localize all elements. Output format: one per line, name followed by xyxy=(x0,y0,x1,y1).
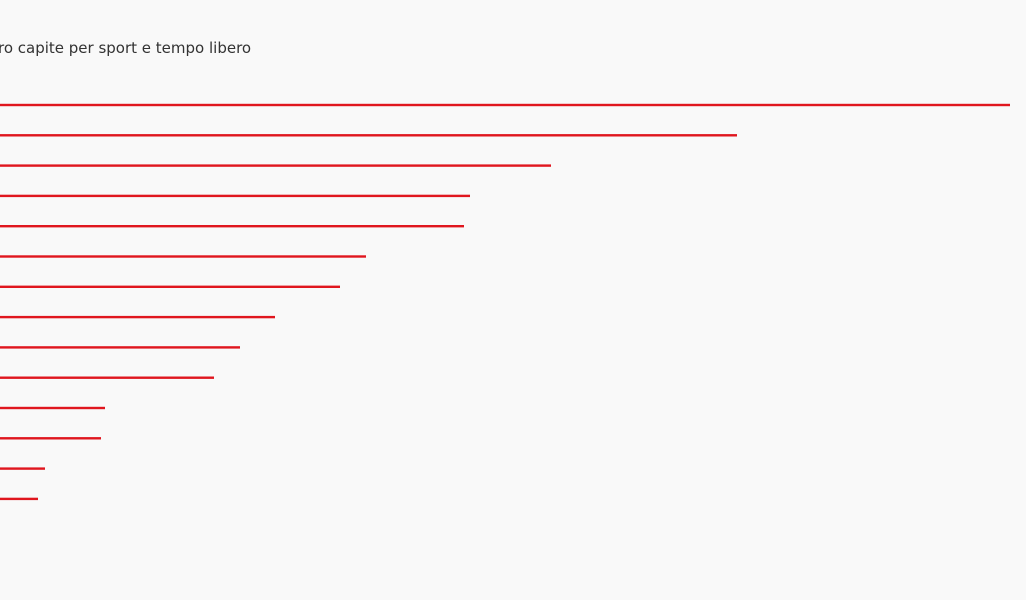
bar xyxy=(0,315,275,319)
bar xyxy=(0,103,1010,107)
bar xyxy=(0,406,105,410)
bar xyxy=(0,134,737,137)
bar xyxy=(0,467,45,470)
bar xyxy=(0,164,551,167)
bar xyxy=(0,376,214,379)
bar xyxy=(0,497,38,501)
chart-title: ro capite per sport e tempo libero xyxy=(0,39,251,57)
bar xyxy=(0,346,240,349)
bar xyxy=(0,255,366,258)
bar xyxy=(0,194,470,198)
bar xyxy=(0,437,101,440)
bar xyxy=(0,225,464,228)
bar xyxy=(0,285,340,288)
